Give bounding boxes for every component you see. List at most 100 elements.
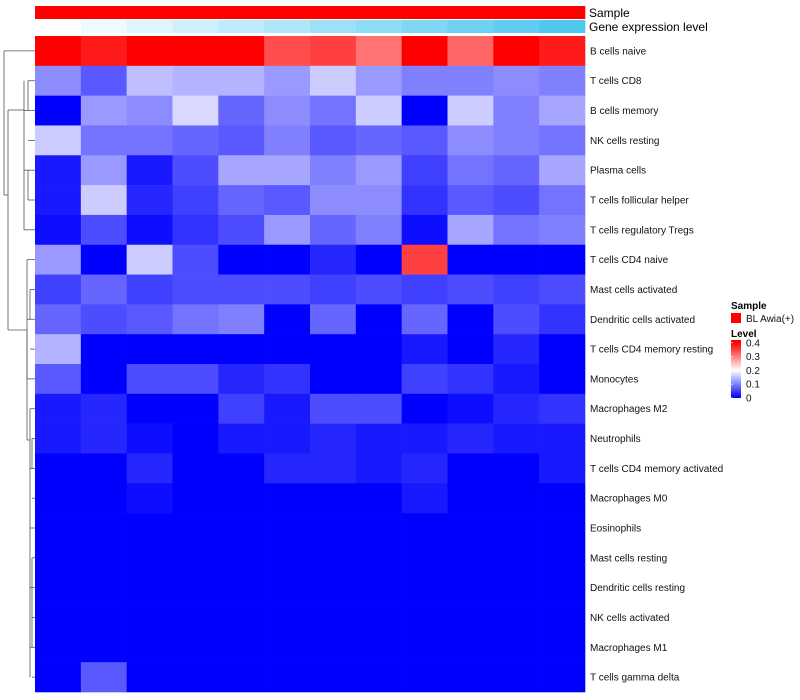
- heatmap-cell: [218, 185, 265, 216]
- heatmap-cell: [126, 542, 173, 574]
- heatmap-cell: [80, 185, 127, 216]
- heatmap-cell: [447, 423, 494, 454]
- heatmap-cell: [264, 125, 311, 156]
- heatmap-cell: [539, 364, 586, 395]
- heatmap-cell: [80, 483, 127, 514]
- row-label: NK cells resting: [590, 136, 659, 147]
- annotation-cell: [401, 20, 448, 33]
- heatmap-cell: [539, 393, 586, 424]
- heatmap-cell: [447, 513, 494, 544]
- heatmap-cell: [35, 542, 82, 574]
- heatmap-cell: [80, 364, 127, 395]
- row-label: Macrophages M1: [590, 643, 668, 654]
- row-label: Mast cells resting: [590, 553, 667, 564]
- heatmap-cell: [539, 542, 586, 574]
- heatmap-cell: [126, 453, 173, 484]
- heatmap-cell: [401, 423, 448, 454]
- heatmap-cell: [539, 244, 586, 275]
- heatmap-cell: [264, 364, 311, 395]
- heatmap-cell: [172, 185, 219, 216]
- annotation-cell: [539, 20, 586, 33]
- annotation-label-gene-expression-level: Gene expression level: [589, 20, 708, 34]
- heatmap-cell: [539, 304, 586, 335]
- row-label: B cells memory: [590, 106, 658, 117]
- heatmap-cell: [80, 602, 127, 633]
- heatmap-cell: [355, 602, 402, 633]
- heatmap-cell: [355, 185, 402, 216]
- heatmap-cell: [264, 274, 311, 305]
- heatmap-cell: [218, 662, 265, 693]
- heatmap-cell: [35, 244, 82, 275]
- heatmap-cell: [493, 214, 540, 246]
- heatmap-cell: [401, 65, 448, 96]
- heatmap-cell: [126, 244, 173, 275]
- row-label: Neutrophils: [590, 434, 641, 445]
- heatmap-cell: [355, 483, 402, 514]
- heatmap-cell: [401, 453, 448, 484]
- heatmap-cell: [35, 125, 82, 156]
- heatmap-cell: [493, 364, 540, 395]
- heatmap-cell: [401, 364, 448, 395]
- heatmap-cell: [539, 125, 586, 156]
- heatmap-cell: [35, 185, 82, 216]
- heatmap-cell: [447, 334, 494, 365]
- heatmap-cell: [310, 185, 357, 216]
- annotation-cell: [80, 6, 127, 19]
- heatmap-cell: [218, 36, 265, 67]
- heatmap-cell: [80, 274, 127, 305]
- heatmap-cell: [80, 572, 127, 603]
- heatmap-cell: [35, 602, 82, 633]
- heatmap-cell: [401, 513, 448, 544]
- heatmap-cell: [172, 513, 219, 544]
- heatmap-cell: [172, 423, 219, 454]
- heatmap-cell: [539, 36, 586, 67]
- heatmap-cell: [126, 393, 173, 424]
- heatmap-cell: [172, 36, 219, 67]
- heatmap-cell: [126, 602, 173, 633]
- heatmap-cell: [310, 542, 357, 574]
- heatmap-cell: [401, 244, 448, 275]
- heatmap-cell: [539, 334, 586, 365]
- heatmap-cell: [539, 214, 586, 246]
- heatmap-cell: [539, 95, 586, 126]
- legend-sample-entry: BL Awia(+): [746, 314, 794, 325]
- heatmap-cell: [447, 572, 494, 603]
- heatmap-cell: [310, 572, 357, 603]
- annotation-cell: [126, 20, 173, 33]
- heatmap-cell: [264, 214, 311, 246]
- heatmap-cell: [310, 334, 357, 365]
- heatmap-cell: [218, 513, 265, 544]
- heatmap-cell: [126, 632, 173, 663]
- heatmap-cell: [264, 334, 311, 365]
- heatmap-cell: [80, 155, 127, 186]
- heatmap-cell: [355, 513, 402, 544]
- heatmap-cell: [264, 304, 311, 335]
- heatmap-cell: [355, 393, 402, 424]
- heatmap-cell: [310, 274, 357, 305]
- annotation-cell: [35, 6, 82, 19]
- annotation-cell: [218, 6, 265, 19]
- heatmap-cell: [172, 662, 219, 693]
- heatmap-cell: [35, 393, 82, 424]
- annotation-cell: [80, 20, 127, 33]
- heatmap-cell: [447, 632, 494, 663]
- heatmap-cell: [126, 423, 173, 454]
- heatmap-cell: [401, 632, 448, 663]
- heatmap-cell: [126, 155, 173, 186]
- heatmap-cell: [80, 423, 127, 454]
- heatmap-cell: [218, 364, 265, 395]
- heatmap-cell: [172, 542, 219, 574]
- heatmap-cell: [218, 304, 265, 335]
- heatmap-cell: [35, 572, 82, 603]
- heatmap-cell: [172, 155, 219, 186]
- heatmap-cell: [80, 334, 127, 365]
- heatmap-cell: [447, 483, 494, 514]
- heatmap-cell: [264, 36, 311, 67]
- heatmap-cell: [172, 214, 219, 246]
- heatmap-cell: [310, 393, 357, 424]
- heatmap-cell: [35, 483, 82, 514]
- heatmap-cell: [447, 155, 494, 186]
- heatmap-cell: [80, 513, 127, 544]
- heatmap-cell: [355, 423, 402, 454]
- heatmap-cell: [310, 632, 357, 663]
